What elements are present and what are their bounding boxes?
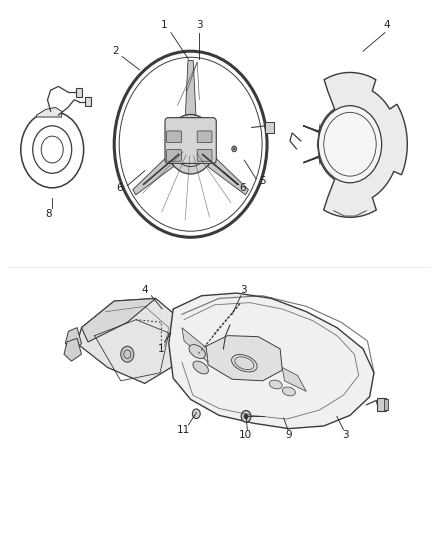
Text: 11: 11 [177, 425, 190, 435]
Text: 4: 4 [384, 20, 390, 30]
FancyBboxPatch shape [85, 97, 91, 106]
Polygon shape [169, 293, 374, 429]
Circle shape [233, 148, 235, 150]
FancyBboxPatch shape [197, 131, 212, 143]
Polygon shape [77, 298, 184, 383]
Ellipse shape [232, 354, 257, 372]
Ellipse shape [189, 345, 205, 359]
Text: 3: 3 [343, 430, 349, 440]
Text: 3: 3 [196, 20, 203, 30]
Ellipse shape [193, 361, 208, 374]
Text: 10: 10 [239, 430, 252, 440]
Text: 8: 8 [46, 209, 52, 220]
Circle shape [166, 115, 215, 174]
Polygon shape [36, 108, 62, 117]
Polygon shape [182, 328, 208, 362]
Text: 1: 1 [158, 344, 165, 354]
Text: 6: 6 [117, 183, 123, 193]
Circle shape [192, 409, 200, 418]
Circle shape [232, 146, 237, 152]
FancyBboxPatch shape [378, 398, 386, 411]
FancyBboxPatch shape [165, 118, 216, 164]
Polygon shape [81, 298, 155, 342]
Text: 4: 4 [141, 286, 148, 295]
Polygon shape [133, 156, 173, 195]
Ellipse shape [283, 387, 295, 396]
Text: 1: 1 [161, 20, 168, 30]
Text: 6: 6 [240, 183, 246, 193]
FancyBboxPatch shape [166, 131, 181, 143]
Polygon shape [206, 336, 283, 381]
Polygon shape [65, 328, 81, 351]
FancyBboxPatch shape [197, 150, 212, 161]
FancyBboxPatch shape [76, 87, 82, 96]
Circle shape [318, 106, 381, 183]
Text: 5: 5 [259, 176, 266, 187]
Polygon shape [208, 156, 248, 195]
Text: 3: 3 [240, 286, 246, 295]
Circle shape [121, 346, 134, 362]
Circle shape [244, 414, 248, 419]
Polygon shape [303, 72, 407, 217]
Ellipse shape [269, 380, 282, 389]
FancyBboxPatch shape [166, 150, 181, 161]
Polygon shape [185, 61, 196, 115]
Polygon shape [283, 368, 306, 391]
Text: 9: 9 [286, 430, 292, 440]
FancyBboxPatch shape [384, 399, 389, 410]
FancyBboxPatch shape [265, 122, 275, 133]
Circle shape [241, 410, 251, 422]
Polygon shape [64, 338, 81, 361]
Text: 2: 2 [112, 46, 118, 56]
